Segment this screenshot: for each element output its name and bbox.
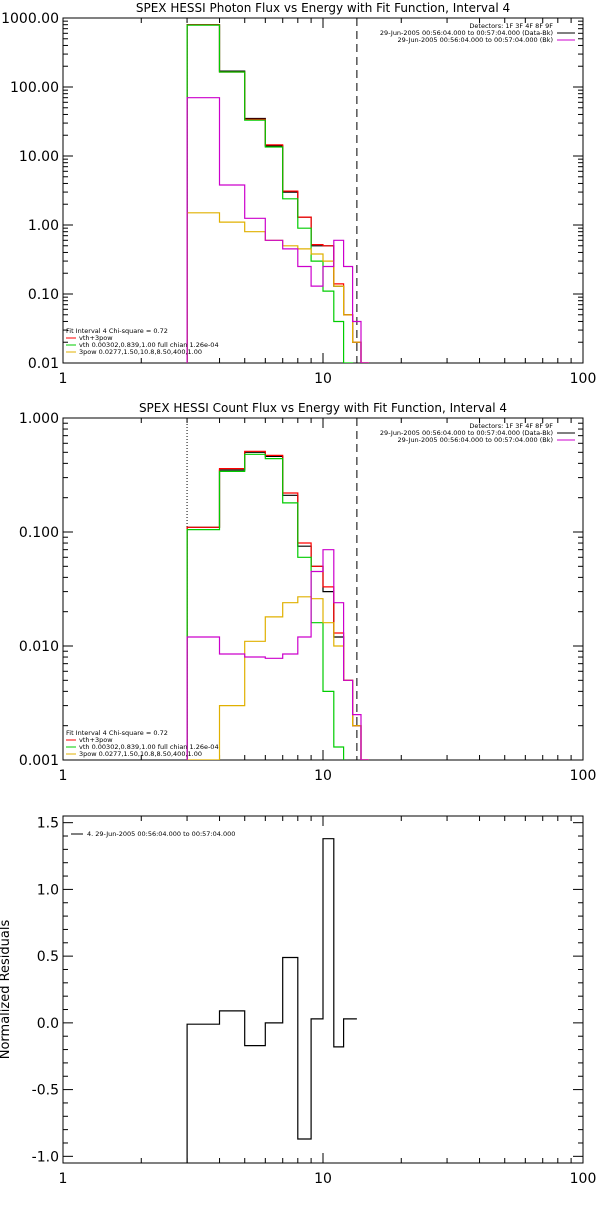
legend-bottom-text: Fit Interval 4 Chi-square = 0.72	[66, 327, 168, 335]
legend-top-text: 29-Jun-2005 00:56:04.000 to 00:57:04.000…	[398, 436, 553, 444]
legend-text: 4. 29-Jun-2005 00:56:04.000 to 00:57:04.…	[87, 830, 235, 838]
y-tick-label: 0.10	[28, 287, 59, 303]
y-tick-label: 1.5	[37, 816, 59, 832]
legend-bottom-text: Fit Interval 4 Chi-square = 0.72	[66, 729, 168, 737]
series-line	[186, 549, 369, 760]
legend-top-text: 29-Jun-2005 00:56:04.000 to 00:57:04.000…	[380, 429, 553, 437]
series-line	[186, 450, 369, 760]
series-line	[186, 24, 369, 363]
y-tick-label: 1.0	[37, 882, 59, 898]
x-tick-label: 1	[59, 768, 68, 784]
legend-bottom-text: vth 0.00302,0.839,1.00 full chian 1.26e-…	[79, 341, 219, 349]
x-tick-label: 1	[59, 371, 68, 387]
y-tick-label: 1.00	[28, 218, 59, 234]
series-line	[186, 24, 354, 363]
legend-top-text: 29-Jun-2005 00:56:04.000 to 00:57:04.000…	[398, 36, 553, 44]
series-line	[186, 451, 369, 760]
y-tick-label: 0.100	[19, 525, 59, 541]
series-line	[186, 24, 369, 363]
legend-top-text: 29-Jun-2005 00:56:04.000 to 00:57:04.000…	[380, 29, 553, 37]
x-tick-label: 100	[570, 1171, 597, 1187]
y-tick-label: 0.5	[37, 949, 59, 965]
plot-frame	[62, 17, 584, 364]
chart-title: SPEX HESSI Photon Flux vs Energy with Fi…	[136, 1, 510, 15]
legend-bottom-text: vth+3pow	[79, 334, 113, 342]
y-tick-label: -0.5	[32, 1083, 59, 1099]
y-tick-label: 100.00	[10, 80, 59, 96]
y-tick-label: -1.0	[32, 1149, 59, 1165]
chart-title: SPEX HESSI Count Flux vs Energy with Fit…	[139, 401, 507, 415]
legend-bottom-text: vth 0.00302,0.839,1.00 full chian 1.26e-…	[79, 743, 219, 751]
legend-bottom-text: vth+3pow	[79, 736, 113, 744]
x-tick-label: 100	[570, 768, 597, 784]
y-tick-label: 1.000	[19, 411, 59, 427]
legend-top-text: Detectors: 1F 3F 4F 8F 9F	[469, 22, 553, 30]
y-tick-label: 0.010	[19, 639, 59, 655]
series-line	[186, 453, 345, 760]
x-tick-label: 10	[314, 1171, 332, 1187]
y-tick-label: 0.01	[28, 356, 59, 372]
series-line	[186, 838, 357, 1163]
legend-bottom-text: 3pow 0.0277,1.50,10.8,8.50,400,1.00	[79, 348, 202, 356]
series-line	[187, 596, 369, 760]
y-tick-label: 0.001	[19, 753, 59, 769]
y-axis-label: Normalized Residuals	[0, 920, 13, 1060]
x-tick-label: 100	[570, 371, 597, 387]
y-tick-label: 10.00	[19, 149, 59, 165]
series-line	[186, 97, 369, 363]
x-tick-label: 10	[314, 371, 332, 387]
legend-bottom-text: 3pow 0.0277,1.50,10.8,8.50,400,1.00	[79, 750, 202, 758]
y-tick-label: 1000.00	[1, 11, 59, 27]
x-tick-label: 1	[59, 1171, 68, 1187]
y-tick-label: 0.0	[37, 1016, 59, 1032]
x-tick-label: 10	[314, 768, 332, 784]
legend-top-text: Detectors: 1F 3F 4F 8F 9F	[469, 422, 553, 430]
